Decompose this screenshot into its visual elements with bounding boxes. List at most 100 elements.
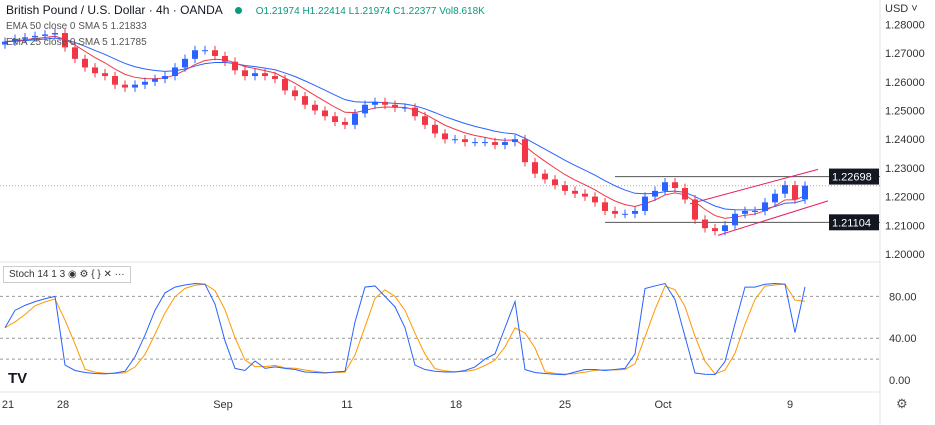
- candle: [22, 37, 28, 39]
- channel-lower: [717, 200, 829, 236]
- candle: [262, 73, 268, 77]
- time-tick: 9: [787, 399, 793, 411]
- candle: [802, 185, 808, 200]
- candle: [462, 139, 468, 143]
- candle: [382, 101, 388, 105]
- tradingview-logo: TV: [8, 370, 28, 387]
- candle: [142, 81, 148, 85]
- candle: [472, 142, 478, 144]
- price-tick: 1.28000: [885, 19, 925, 31]
- candle: [432, 124, 438, 134]
- candle: [492, 142, 498, 145]
- axis-settings-icon[interactable]: ⚙: [896, 396, 908, 411]
- symbol-legend: British Pound / U.S. Dollar · 4h · OANDA…: [6, 3, 485, 17]
- ema25-legend[interactable]: EMA 25 close 0 SMA 5 1.21785: [6, 37, 147, 48]
- price-tick: 1.21000: [885, 220, 925, 232]
- stoch-tick: 80.00: [889, 291, 917, 303]
- candle: [132, 84, 138, 88]
- more-icon[interactable]: ···: [114, 269, 125, 280]
- candle: [782, 185, 788, 194]
- candle: [502, 142, 508, 145]
- price-tick: 1.27000: [885, 48, 925, 60]
- stoch-label: Stoch 14 1 3: [9, 269, 66, 280]
- time-tick: Oct: [654, 399, 671, 411]
- candle: [242, 70, 248, 77]
- ema50-legend[interactable]: EMA 50 close 0 SMA 5 1.21833: [6, 21, 147, 32]
- price-tick: 1.23000: [885, 163, 925, 175]
- candle: [82, 58, 88, 68]
- candle: [342, 121, 348, 125]
- time-tick: 18: [450, 399, 462, 411]
- candle: [592, 196, 598, 203]
- candle: [2, 41, 8, 45]
- candle: [162, 76, 168, 79]
- time-tick: 28: [57, 399, 69, 411]
- candle: [712, 228, 718, 232]
- settings-icon[interactable]: ⚙: [79, 269, 89, 280]
- candle: [232, 61, 238, 71]
- candle: [752, 210, 758, 212]
- candle: [522, 139, 528, 163]
- candle: [632, 210, 638, 214]
- candle: [562, 185, 568, 191]
- candle: [42, 34, 48, 36]
- candle: [412, 107, 418, 117]
- currency-selector[interactable]: USD ˅: [885, 3, 918, 15]
- candle: [202, 50, 208, 52]
- candle: [312, 104, 318, 111]
- candle: [392, 104, 398, 108]
- eye-icon[interactable]: ◉: [67, 269, 77, 280]
- candle: [742, 210, 748, 214]
- candle: [72, 47, 78, 59]
- candle: [182, 58, 188, 68]
- market-status-icon: [234, 7, 242, 14]
- candle: [682, 187, 688, 200]
- symbol-title[interactable]: British Pound / U.S. Dollar · 4h · OANDA: [6, 3, 223, 17]
- resistance-tag-bg: [829, 168, 879, 185]
- candle: [32, 35, 38, 38]
- candle: [762, 202, 768, 211]
- candle: [352, 113, 358, 125]
- candle: [482, 142, 488, 144]
- candle: [642, 196, 648, 211]
- candle: [52, 33, 58, 35]
- candle: [662, 182, 668, 191]
- candle: [772, 193, 778, 203]
- price-tick: 1.26000: [885, 77, 925, 89]
- time-tick: 21: [2, 399, 14, 411]
- candle: [792, 185, 798, 200]
- channel-upper: [689, 168, 819, 205]
- candle: [452, 139, 458, 141]
- stoch-legend[interactable]: Stoch 14 1 3 ◉ ⚙ { } ✕ ···: [3, 266, 131, 283]
- candle: [222, 55, 228, 62]
- candle: [532, 162, 538, 174]
- candle: [552, 179, 558, 186]
- candle: [12, 38, 18, 42]
- price-tick: 1.22000: [885, 192, 925, 204]
- close-icon[interactable]: ✕: [103, 269, 112, 280]
- candle: [282, 78, 288, 91]
- candle: [402, 107, 408, 109]
- candle: [212, 50, 218, 56]
- candle: [652, 190, 658, 197]
- stoch-tick: 0.00: [889, 375, 910, 387]
- candle: [572, 190, 578, 194]
- candle: [622, 213, 628, 215]
- candle: [582, 193, 588, 197]
- candle: [332, 116, 338, 122]
- support-tag-bg: [829, 214, 879, 231]
- candle: [62, 33, 68, 48]
- time-tick: 11: [341, 399, 352, 411]
- candle: [692, 199, 698, 220]
- resistance-tag: 1.22698: [832, 172, 872, 184]
- candle: [272, 76, 278, 79]
- source-code-icon[interactable]: { }: [91, 269, 101, 280]
- candle: [292, 90, 298, 97]
- candle: [672, 182, 678, 188]
- candle: [252, 73, 258, 77]
- price-tick: 1.25000: [885, 106, 925, 118]
- candle: [362, 104, 368, 114]
- candle: [702, 219, 708, 229]
